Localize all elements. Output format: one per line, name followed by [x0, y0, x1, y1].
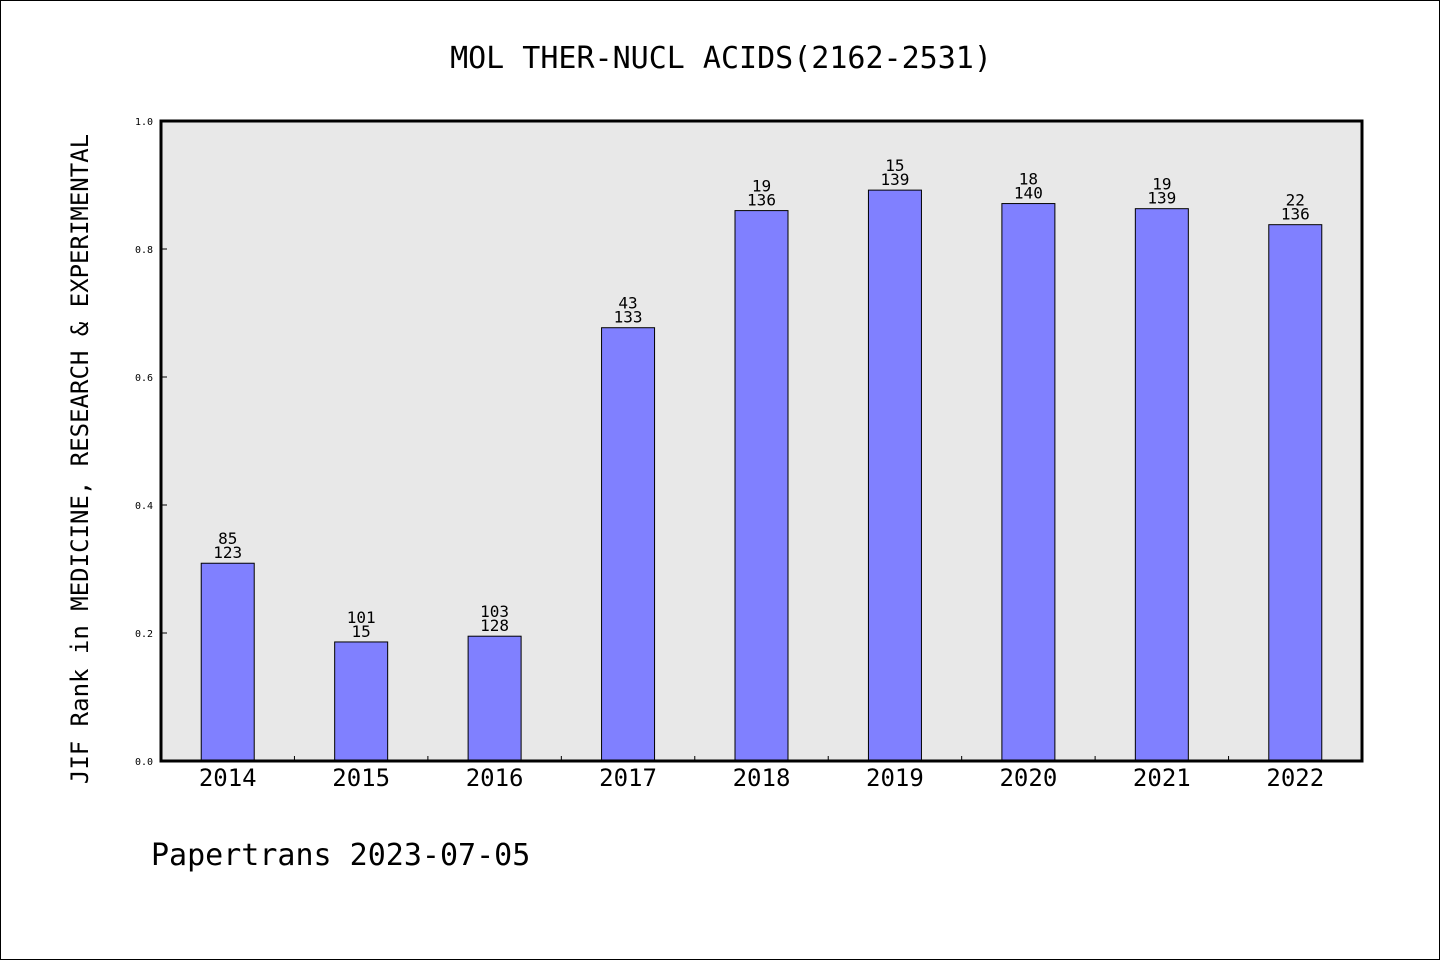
y-tick-label: 0.0	[135, 757, 153, 768]
x-tick-label: 2022	[1266, 764, 1324, 792]
data-label-rank: 19	[752, 177, 771, 196]
bar-2020	[1001, 203, 1056, 762]
footer-text: Papertrans 2023-07-05	[151, 838, 530, 873]
y-axis-label: JIF Rank in MEDICINE, RESEARCH & EXPERIM…	[66, 134, 94, 784]
data-label-rank: 18	[1019, 170, 1038, 189]
bar-2019	[867, 189, 922, 762]
chart-title: MOL THER-NUCL ACIDS(2162-2531)	[450, 41, 992, 76]
data-label-total: 123	[213, 543, 242, 562]
bar-2018	[734, 210, 789, 762]
data-label-rank: 103	[480, 602, 509, 621]
data-label-total: 139	[1147, 189, 1176, 208]
y-tick-label: 0.6	[135, 373, 153, 384]
bars	[200, 189, 1323, 762]
data-label-total: 128	[480, 616, 509, 635]
bar-2014	[200, 562, 255, 762]
data-label-rank: 15	[885, 156, 904, 175]
y-tick-label: 0.2	[135, 629, 153, 640]
x-axis-tick-labels: 2014 2015 2016 2017 2018 2019 2020 2021 2022	[199, 764, 1324, 792]
x-tick-label: 2020	[999, 764, 1057, 792]
data-label-rank: 43	[618, 294, 637, 313]
x-tick-label: 2017	[599, 764, 657, 792]
data-label-rank: 85	[218, 529, 237, 548]
y-tick-label: 0.8	[135, 245, 153, 256]
bar-2017	[601, 327, 656, 762]
data-label-rank: 19	[1152, 175, 1171, 194]
plot-border	[159, 119, 1364, 763]
data-label-total: 15	[352, 622, 371, 641]
data-label-rank: 101	[347, 608, 376, 627]
y-tick-label: 0.4	[135, 501, 153, 512]
data-label-total: 133	[614, 308, 643, 327]
bar-2022	[1268, 224, 1323, 762]
x-tick-label: 2016	[466, 764, 524, 792]
data-label-rank: 22	[1286, 191, 1305, 210]
bar-2021	[1134, 208, 1189, 762]
x-tick-label: 2021	[1133, 764, 1191, 792]
data-label-total: 136	[747, 191, 776, 210]
data-label-total: 139	[880, 170, 909, 189]
bar-2015	[334, 641, 389, 762]
data-label-total: 140	[1014, 184, 1043, 203]
bar-2016	[467, 635, 522, 762]
x-tick-label: 2014	[199, 764, 257, 792]
x-tick-label: 2015	[332, 764, 390, 792]
x-tick-label: 2018	[733, 764, 791, 792]
y-tick-label: 1.0	[135, 117, 153, 128]
x-tick-label: 2019	[866, 764, 924, 792]
data-label-total: 136	[1281, 205, 1310, 224]
